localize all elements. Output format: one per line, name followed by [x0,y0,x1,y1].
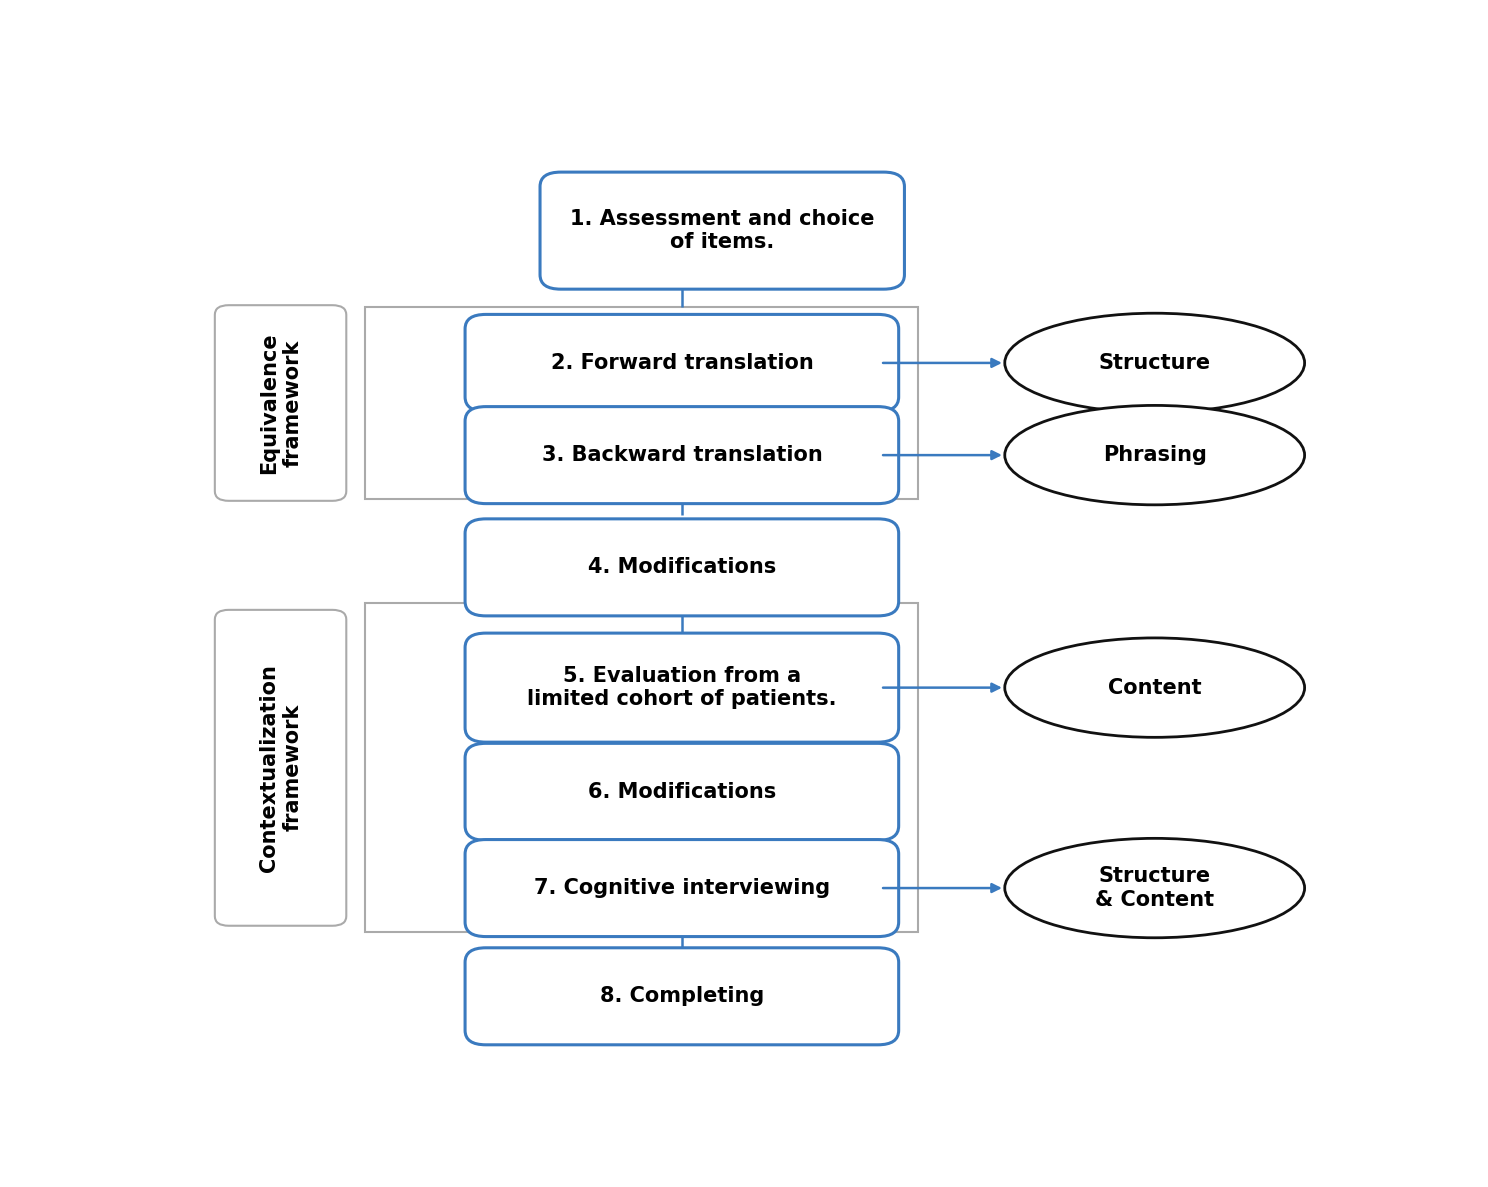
Text: 3. Backward translation: 3. Backward translation [542,445,823,465]
Text: Equivalence
framework: Equivalence framework [259,332,302,474]
FancyBboxPatch shape [466,839,899,937]
FancyBboxPatch shape [540,172,905,290]
FancyBboxPatch shape [214,610,347,926]
Text: 1. Assessment and choice
of items.: 1. Assessment and choice of items. [570,209,875,252]
FancyBboxPatch shape [466,633,899,742]
Text: 4. Modifications: 4. Modifications [588,558,777,577]
Text: 5. Evaluation from a
limited cohort of patients.: 5. Evaluation from a limited cohort of p… [527,666,836,709]
Text: 7. Cognitive interviewing: 7. Cognitive interviewing [534,878,830,899]
FancyBboxPatch shape [466,407,899,503]
Text: Contextualization
framework: Contextualization framework [259,664,302,871]
Text: 2. Forward translation: 2. Forward translation [551,353,814,373]
FancyBboxPatch shape [466,743,899,840]
FancyBboxPatch shape [214,305,347,501]
FancyBboxPatch shape [466,519,899,616]
Text: Structure
& Content: Structure & Content [1095,867,1214,909]
Ellipse shape [1004,838,1305,938]
Text: Content: Content [1109,678,1201,698]
Text: Structure: Structure [1098,353,1211,373]
Ellipse shape [1004,313,1305,413]
Ellipse shape [1004,637,1305,737]
Text: 8. Completing: 8. Completing [600,986,763,1007]
Text: Phrasing: Phrasing [1103,445,1207,465]
Ellipse shape [1004,406,1305,504]
Text: 6. Modifications: 6. Modifications [588,782,777,802]
FancyBboxPatch shape [466,315,899,412]
FancyBboxPatch shape [466,947,899,1045]
